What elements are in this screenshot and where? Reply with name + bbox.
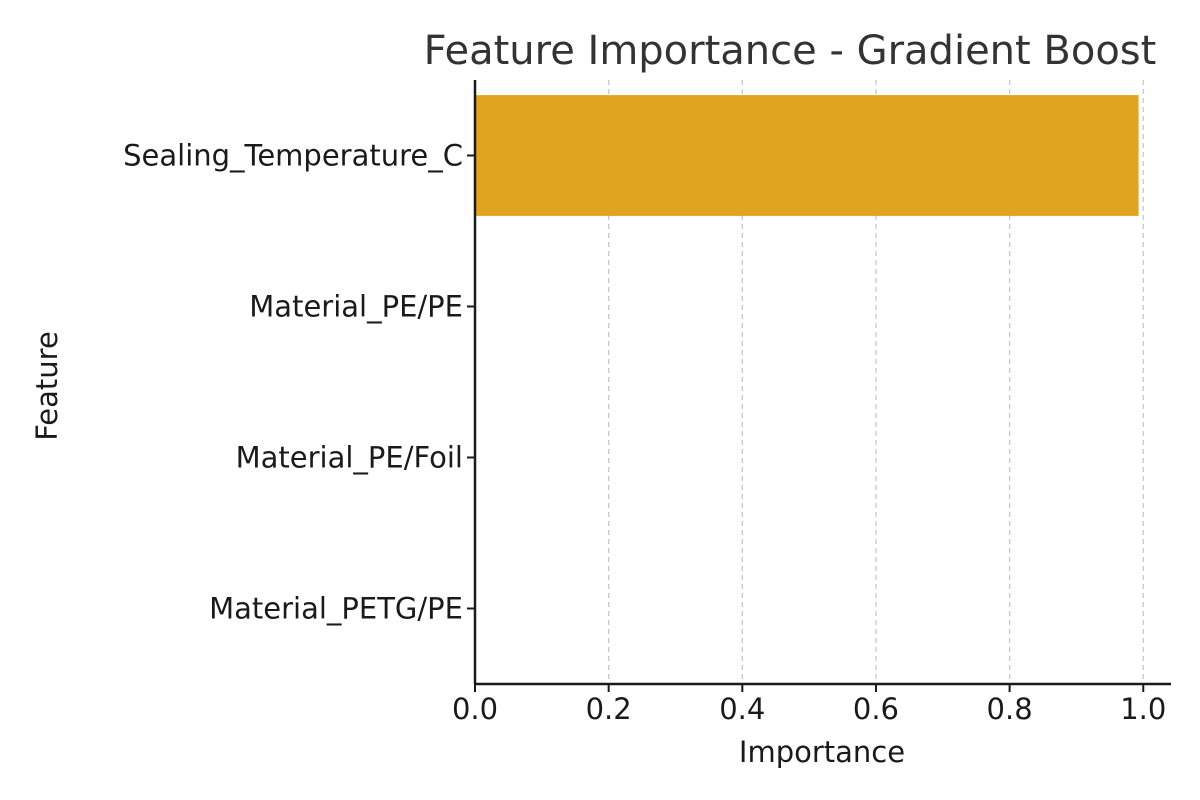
- x-tick-label: 1.0: [1120, 692, 1166, 726]
- y-tick-label: Material_PE/PE: [249, 290, 463, 324]
- x-axis-label: Importance: [739, 735, 905, 769]
- bars: [475, 95, 1139, 216]
- chart-title: Feature Importance - Gradient Boost: [424, 28, 1157, 74]
- y-ticks: Sealing_Temperature_C Material_PE/PE Mater…: [123, 139, 475, 626]
- x-tick-label: 0.0: [452, 692, 498, 726]
- y-tick-label: Sealing_Temperature_C: [123, 139, 463, 173]
- y-tick-label: Material_PE/Foil: [236, 441, 463, 475]
- y-tick-label: Material_PETG/PE: [209, 592, 463, 626]
- bar: [475, 95, 1139, 216]
- x-tick-label: 0.8: [987, 692, 1033, 726]
- x-tick-label: 0.2: [586, 692, 632, 726]
- x-tick-label: 0.6: [853, 692, 899, 726]
- y-axis-label: Feature: [30, 331, 64, 441]
- x-tick-label: 0.4: [719, 692, 765, 726]
- x-ticks: 0.0 0.2 0.4 0.6 0.8 1.0: [452, 684, 1166, 726]
